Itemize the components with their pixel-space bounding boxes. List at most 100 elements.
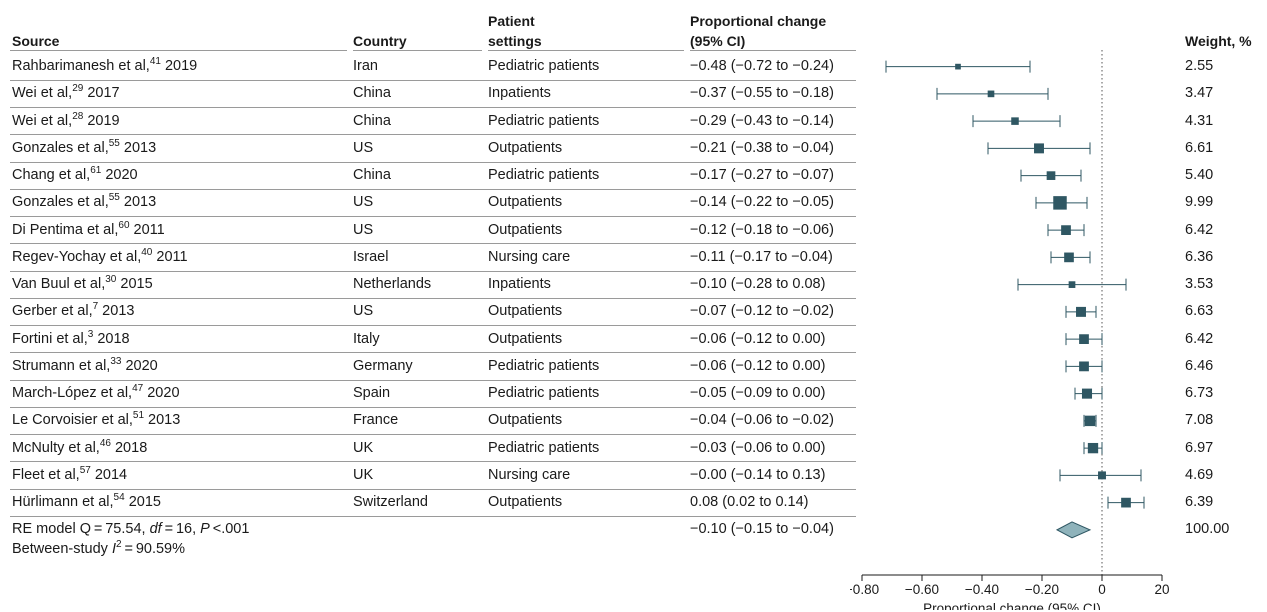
row-author: Regev-Yochay et al,: [12, 248, 142, 265]
row-setting: Inpatients: [488, 85, 551, 102]
row-source: Fortini et al,3 2018: [12, 326, 342, 353]
row-author: Wei et al,: [12, 112, 73, 129]
row-setting: Pediatric patients: [488, 439, 600, 456]
row-divider: [10, 79, 856, 81]
header-rule-source: [10, 50, 347, 51]
row-setting: Outpatients: [488, 194, 563, 211]
row-country: China: [353, 85, 391, 102]
header-rule-settings: [488, 50, 684, 51]
row-divider: [10, 461, 856, 463]
x-tick-label: 0: [1098, 582, 1106, 597]
row-country: UK: [353, 466, 374, 483]
row-author: Wei et al,: [12, 85, 73, 102]
row-year: 2017: [83, 85, 120, 102]
row-country: US: [353, 194, 374, 211]
row-author: Rahbarimanesh et al,: [12, 58, 150, 74]
row-author: Strumann et al,: [12, 357, 111, 374]
row-ref: 29: [72, 83, 84, 95]
row-setting: Pediatric patients: [488, 58, 600, 74]
row-setting: Pediatric patients: [488, 112, 600, 129]
point-estimate: [1053, 196, 1067, 210]
x-tick-label: −0.80: [850, 582, 879, 597]
row-ref: 55: [108, 137, 120, 149]
row-author: McNulty et al,: [12, 439, 100, 456]
row-divider: [10, 297, 856, 299]
row-divider: [10, 243, 856, 245]
row-country: Germany: [353, 357, 413, 374]
row-author: Fortini et al,: [12, 330, 88, 347]
row-year: 2015: [116, 276, 153, 292]
row-source: McNulty et al,46 2018: [12, 435, 342, 462]
point-estimate: [1034, 143, 1044, 154]
row-divider: [10, 270, 856, 272]
row-year: 2011: [129, 221, 165, 238]
row-year: 2020: [143, 385, 180, 401]
row-country: China: [353, 112, 391, 129]
row-setting: Outpatients: [488, 494, 563, 510]
row-ref: 40: [141, 246, 153, 258]
row-ci-text: −0.29 (−0.43 to −0.14): [690, 112, 834, 129]
row-ref: 60: [118, 219, 130, 231]
x-axis-label: Proportional change (95% CI): [923, 601, 1101, 610]
row-country: China: [353, 167, 391, 183]
header-weight: Weight, %: [1185, 33, 1252, 49]
row-source: Hürlimann et al,54 2015: [12, 489, 342, 516]
row-year: 2018: [93, 330, 130, 347]
row-country: Spain: [353, 385, 391, 401]
summary-ci-text: −0.10 (−0.15 to −0.04): [690, 521, 834, 537]
row-ref: 57: [79, 464, 91, 476]
row-ci-text: −0.00 (−0.14 to 0.13): [690, 466, 826, 483]
row-country: Iran: [353, 58, 378, 74]
summary-weight: 100.00: [1185, 521, 1230, 537]
row-country: Switzerland: [353, 494, 428, 510]
x-tick-label: −0.40: [965, 582, 999, 597]
row-ci-text: −0.04 (−0.06 to −0.02): [690, 412, 834, 429]
row-year: 2013: [98, 303, 135, 320]
point-estimate: [1081, 388, 1093, 399]
row-source: Gonzales et al,55 2013: [12, 189, 342, 216]
row-source: Wei et al,29 2017: [12, 80, 342, 107]
row-ref: 54: [113, 492, 125, 503]
row-divider: [10, 406, 856, 408]
row-source: Van Buul et al,30 2015: [12, 271, 342, 298]
pooled-diamond: [1055, 521, 1092, 539]
row-year: 2014: [90, 466, 128, 483]
row-weight: 6.73: [1185, 385, 1214, 401]
row-weight: 9.99: [1185, 194, 1214, 211]
row-source: Gonzales et al,55 2013: [12, 135, 342, 162]
point-estimate: [987, 90, 995, 98]
row-setting: Nursing care: [488, 248, 571, 265]
row-author: Hürlimann et al,: [12, 494, 114, 510]
row-weight: 6.63: [1185, 303, 1214, 320]
row-ci-text: −0.21 (−0.38 to −0.04): [690, 139, 834, 156]
row-year: 2020: [121, 357, 158, 374]
row-country: US: [353, 139, 374, 156]
row-country: Italy: [353, 330, 380, 347]
row-weight: 3.53: [1185, 276, 1214, 292]
row-weight: 5.40: [1185, 167, 1214, 183]
row-weight: 6.61: [1185, 139, 1214, 156]
row-ref: 47: [132, 383, 144, 394]
row-weight: 4.31: [1185, 112, 1214, 129]
row-setting: Outpatients: [488, 303, 563, 320]
row-weight: 6.36: [1185, 248, 1214, 265]
row-year: 2015: [124, 494, 161, 510]
row-author: Di Pentima et al,: [12, 221, 119, 238]
row-divider: [10, 488, 856, 490]
row-weight: 3.47: [1185, 85, 1214, 102]
row-weight: 6.46: [1185, 357, 1214, 374]
summary-heterogeneity-line: Between-study I2 = 90.59%: [12, 539, 185, 558]
row-source: Regev-Yochay et al,40 2011: [12, 244, 342, 271]
row-weight: 6.42: [1185, 330, 1214, 347]
header-source: Source: [12, 33, 60, 49]
point-estimate: [1046, 171, 1056, 180]
row-setting: Nursing care: [488, 466, 571, 483]
row-weight: 6.42: [1185, 221, 1214, 238]
point-estimate: [955, 63, 961, 70]
row-setting: Inpatients: [488, 276, 551, 292]
row-source: Di Pentima et al,60 2011: [12, 217, 342, 244]
row-setting: Outpatients: [488, 412, 563, 429]
x-tick-label: 20: [1154, 582, 1169, 597]
row-divider: [10, 379, 856, 381]
row-source: March-López et al,47 2020: [12, 380, 342, 407]
